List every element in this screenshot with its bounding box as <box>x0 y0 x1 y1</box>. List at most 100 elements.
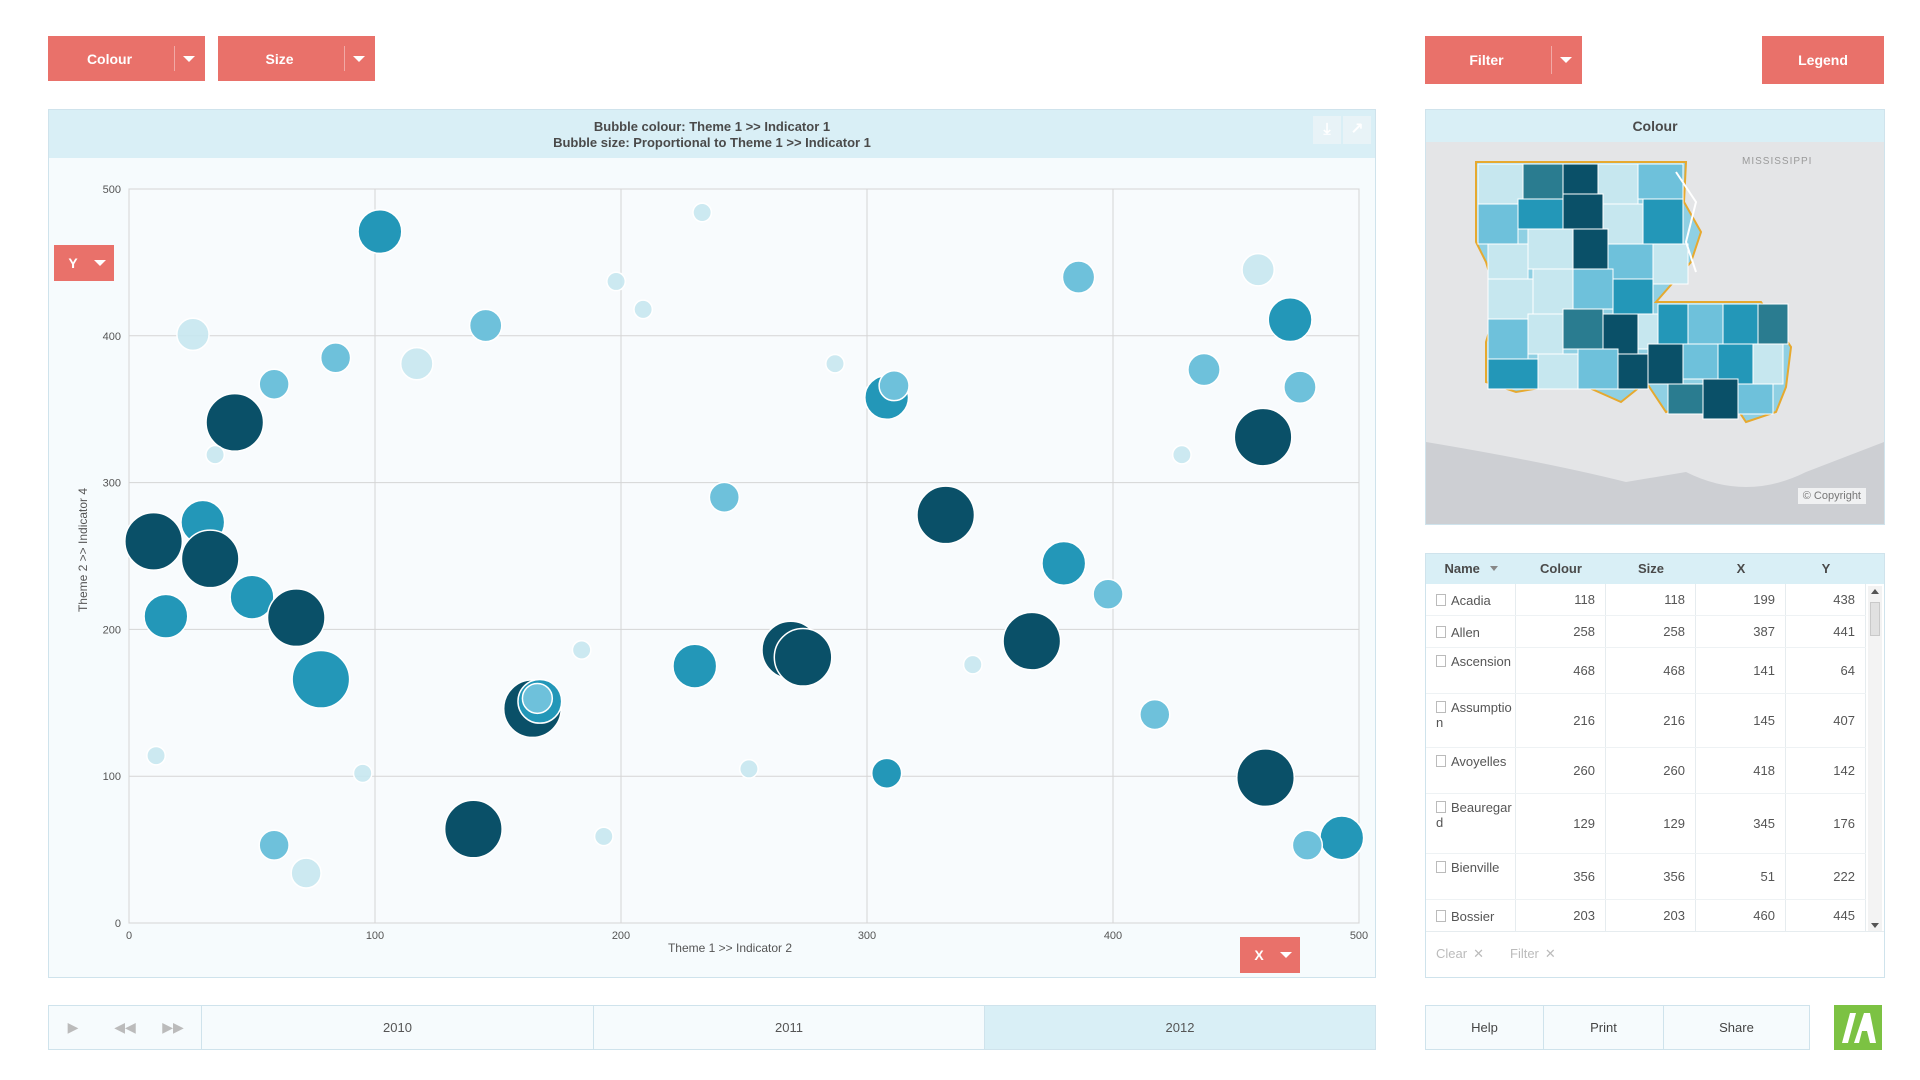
bubble[interactable] <box>672 643 718 689</box>
table-row[interactable]: Acadia 118 118 199 438 <box>1426 584 1866 616</box>
louisiana-map[interactable] <box>1426 142 1884 524</box>
bubble[interactable] <box>176 317 210 352</box>
timeline-year-2012[interactable]: 2012 <box>984 1006 1375 1049</box>
close-icon: ✕ <box>1544 946 1556 961</box>
timeline-year-2010[interactable]: 2010 <box>201 1006 593 1049</box>
table-row[interactable]: Beauregard 129 129 345 176 <box>1426 794 1866 854</box>
bubble[interactable] <box>1092 578 1124 610</box>
column-header-x[interactable]: X <box>1736 561 1746 576</box>
bubble[interactable] <box>319 342 352 374</box>
bubble[interactable] <box>773 627 833 687</box>
table-scrollbar[interactable] <box>1868 586 1882 931</box>
table-row[interactable]: Bossier 203 203 460 445 <box>1426 900 1866 931</box>
bubble[interactable] <box>708 481 741 513</box>
bubble[interactable] <box>399 346 434 381</box>
bubble[interactable] <box>870 757 903 789</box>
choropleth-map-panel: Colour <box>1425 109 1885 525</box>
bubble[interactable] <box>468 308 503 343</box>
print-button[interactable]: Print <box>1544 1006 1664 1049</box>
download-icon[interactable]: ⤓ <box>1313 116 1341 144</box>
document-icon <box>1436 701 1446 713</box>
row-colour-cell: 118 <box>1516 584 1606 615</box>
bubble[interactable] <box>738 758 759 779</box>
timeline-year-2011[interactable]: 2011 <box>593 1006 984 1049</box>
fast-forward-icon[interactable]: ▶▶ <box>162 1019 184 1035</box>
x-tick-label: 100 <box>366 930 384 942</box>
table-row[interactable]: Allen 258 258 387 441 <box>1426 616 1866 648</box>
bubble[interactable] <box>1241 252 1275 287</box>
bubble[interactable] <box>352 763 373 784</box>
row-y-cell: 407 <box>1786 694 1866 747</box>
bubble-chart: 0 100 200 300 400 500 0 100 200 300 400 500 Theme 1… <box>76 184 1368 955</box>
bubble[interactable] <box>1319 815 1365 861</box>
scroll-down-icon[interactable] <box>1871 923 1879 928</box>
bubble[interactable] <box>878 370 910 402</box>
bubble[interactable] <box>357 208 403 255</box>
bubble[interactable] <box>266 588 326 648</box>
help-button[interactable]: Help <box>1426 1006 1544 1049</box>
bubble[interactable] <box>692 202 713 223</box>
column-header-size[interactable]: Size <box>1637 561 1664 576</box>
bubble[interactable] <box>1061 260 1096 294</box>
y-axis-dropdown[interactable]: Y <box>54 245 114 281</box>
bubble[interactable] <box>124 511 184 571</box>
bubble[interactable] <box>593 826 614 847</box>
y-tick-label: 300 <box>103 478 121 490</box>
bubble[interactable] <box>1171 444 1192 465</box>
x-tick-label: 0 <box>126 930 132 942</box>
bubble[interactable] <box>1267 297 1313 343</box>
rewind-icon[interactable]: ◀◀ <box>114 1019 136 1035</box>
bubble[interactable] <box>521 682 554 715</box>
bubble[interactable] <box>205 444 226 465</box>
bubble[interactable] <box>290 857 322 889</box>
bubble[interactable] <box>258 829 290 861</box>
row-name: Acadia <box>1451 593 1491 608</box>
clear-button[interactable]: Clear ✕ <box>1436 946 1484 961</box>
row-x-cell: 141 <box>1696 648 1786 693</box>
table-row[interactable]: Avoyelles 260 260 418 142 <box>1426 748 1866 794</box>
bubble[interactable] <box>258 368 290 400</box>
scroll-thumb[interactable] <box>1870 602 1880 636</box>
bubble[interactable] <box>916 485 976 545</box>
table-row[interactable]: Ascension 468 468 141 64 <box>1426 648 1866 694</box>
size-dropdown[interactable]: Size <box>218 36 375 81</box>
x-axis-dropdown[interactable]: X <box>1240 937 1300 973</box>
chevron-down-icon <box>1280 952 1292 958</box>
x-tick-label: 400 <box>1104 930 1122 942</box>
bubble[interactable] <box>1139 698 1171 731</box>
bubble[interactable] <box>180 529 240 589</box>
bubble[interactable] <box>571 640 592 660</box>
bubble[interactable] <box>1041 540 1087 586</box>
bubble[interactable] <box>291 649 351 709</box>
bubble[interactable] <box>229 574 275 620</box>
expand-icon[interactable]: ↗ <box>1343 116 1371 144</box>
bubble[interactable] <box>1283 370 1317 405</box>
filter-table-button[interactable]: Filter ✕ <box>1510 946 1556 961</box>
document-icon <box>1436 861 1446 873</box>
scroll-up-icon[interactable] <box>1871 589 1879 594</box>
filter-dropdown[interactable]: Filter <box>1425 36 1582 84</box>
table-row[interactable]: Bienville 356 356 51 222 <box>1426 854 1866 900</box>
bubble[interactable] <box>1002 611 1062 671</box>
share-button[interactable]: Share <box>1719 1020 1754 1035</box>
bubble[interactable] <box>825 353 845 374</box>
colour-dropdown[interactable]: Colour <box>48 36 205 81</box>
bubble[interactable] <box>143 593 189 639</box>
bubble[interactable] <box>146 745 167 766</box>
column-header-y[interactable]: Y <box>1821 561 1831 576</box>
bubble[interactable] <box>205 392 265 452</box>
bubble[interactable] <box>606 271 627 292</box>
y-tick-label: 0 <box>115 918 121 930</box>
legend-button[interactable]: Legend <box>1762 36 1884 84</box>
bubble[interactable] <box>1233 407 1293 467</box>
bubble[interactable] <box>1187 352 1221 387</box>
column-header-name[interactable]: Name <box>1426 554 1516 584</box>
bubble[interactable] <box>443 799 503 859</box>
bubble[interactable] <box>1236 748 1296 808</box>
bubble[interactable] <box>962 654 983 675</box>
table-row[interactable]: Assumption 216 216 145 407 <box>1426 694 1866 748</box>
bubble[interactable] <box>1291 829 1324 861</box>
column-header-colour[interactable]: Colour <box>1540 561 1582 576</box>
play-icon[interactable]: ▶ <box>67 1019 79 1035</box>
bubble[interactable] <box>633 299 654 320</box>
